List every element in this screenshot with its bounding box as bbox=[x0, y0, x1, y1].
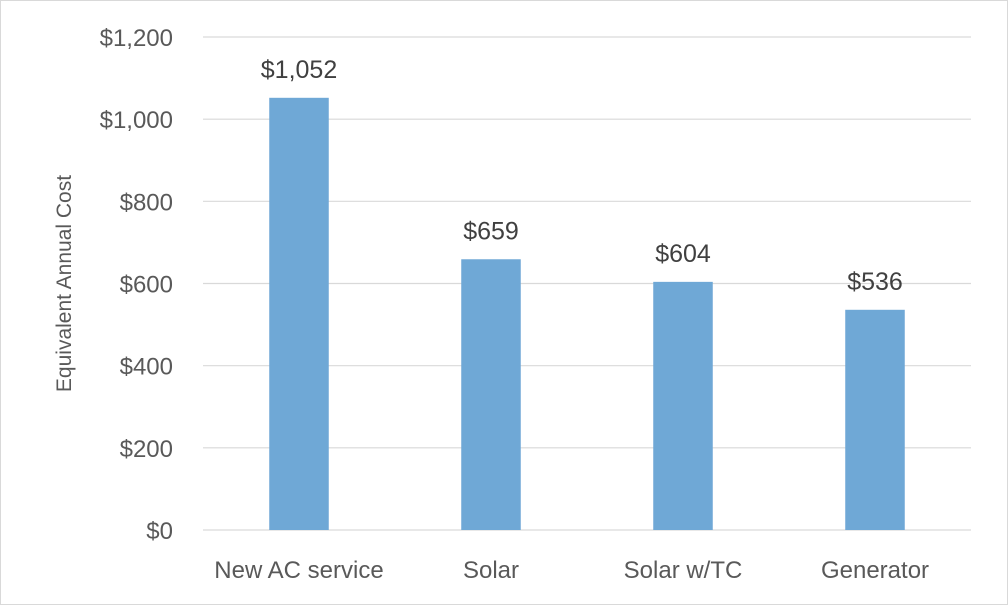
y-axis-title: Equivalent Annual Cost bbox=[53, 175, 76, 392]
x-tick-label: Solar w/TC bbox=[624, 557, 743, 584]
bar-data-label: $604 bbox=[655, 240, 711, 268]
y-tick-label: $200 bbox=[120, 436, 173, 463]
x-tick-label: New AC service bbox=[214, 557, 383, 584]
y-axis-ticks: $0 $200 $400 $600 $800 $1,000 $1,200 bbox=[100, 25, 173, 545]
bar bbox=[461, 259, 521, 530]
bar-data-label: $536 bbox=[847, 268, 903, 296]
y-tick-label: $800 bbox=[120, 189, 173, 216]
y-tick-label: $0 bbox=[146, 518, 173, 545]
bar-data-label: $659 bbox=[463, 217, 519, 245]
y-tick-label: $400 bbox=[120, 354, 173, 381]
y-tick-label: $1,000 bbox=[100, 107, 173, 134]
y-tick-label: $1,200 bbox=[100, 25, 173, 52]
x-tick-label: Solar bbox=[463, 557, 519, 584]
x-tick-label: Generator bbox=[821, 557, 929, 584]
bar-data-label: $1,052 bbox=[261, 56, 337, 84]
bar bbox=[845, 309, 905, 530]
y-tick-label: $600 bbox=[120, 272, 173, 299]
bar bbox=[269, 97, 329, 530]
x-axis-ticks: New AC service Solar Solar w/TC Generator bbox=[214, 557, 929, 584]
gridlines bbox=[203, 36, 971, 531]
bar bbox=[653, 281, 713, 530]
data-labels: $1,052 $659 $604 $536 bbox=[261, 56, 903, 296]
bars bbox=[269, 97, 905, 530]
